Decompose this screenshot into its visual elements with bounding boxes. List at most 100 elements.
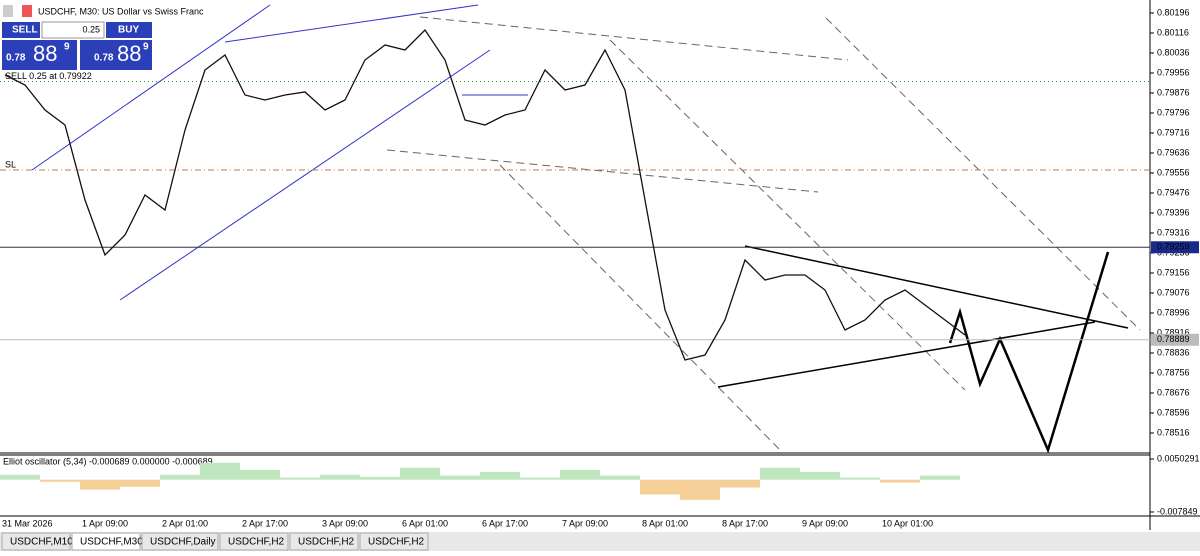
sell-button[interactable]	[2, 22, 40, 38]
sell-price-small: 0.78	[6, 53, 26, 64]
sell-label[interactable]: SELL	[12, 25, 38, 36]
tab[interactable]	[219, 532, 289, 551]
oscillator-bar	[280, 477, 320, 480]
oscillator-bar	[880, 479, 920, 483]
symbol-title: USDCHF, M30: US Dollar vs Swiss Franc	[38, 6, 204, 16]
x-tick-label: 1 Apr 09:00	[82, 518, 128, 528]
y-tick-label: 0.78916	[1157, 327, 1190, 337]
tab-label[interactable]: USDCHF,M30	[80, 537, 143, 548]
oscillator-bar	[0, 474, 40, 480]
bid-box	[1151, 241, 1199, 254]
x-tick-label: 2 Apr 17:00	[242, 518, 288, 528]
y-tick-label: 0.79396	[1157, 207, 1190, 217]
oscillator-bar	[200, 462, 240, 480]
oscillator-bar	[640, 479, 680, 495]
x-tick-label: 8 Apr 17:00	[722, 518, 768, 528]
y-tick-label: 0.78516	[1157, 427, 1190, 437]
y-tick-label: 0.79796	[1157, 107, 1190, 117]
y-tick-label: 0.79556	[1157, 167, 1190, 177]
tab[interactable]	[1, 532, 71, 551]
oscillator-bar	[400, 467, 440, 480]
sell-price-sup: 9	[64, 42, 70, 53]
y-tick-label: 0.80116	[1157, 27, 1189, 37]
oscillator-bar	[800, 471, 840, 480]
sell-price-box[interactable]	[2, 40, 77, 70]
x-tick-label: 6 Apr 01:00	[402, 518, 448, 528]
y-tick-label: 0.80036	[1157, 47, 1190, 57]
oscillator-bar	[480, 471, 520, 480]
oscillator-bar	[40, 479, 80, 482]
buy-price-small: 0.78	[94, 53, 114, 64]
oscillator-bar	[320, 474, 360, 480]
x-tick-label: 8 Apr 01:00	[642, 518, 688, 528]
oscillator-bar	[680, 479, 720, 500]
dashed-lines	[386, 16, 1141, 451]
oscillator-label: Elliot oscillator (5,34) -0.000689 0.000…	[3, 456, 213, 466]
oscillator-bar	[80, 479, 120, 490]
ask-label: 0.78889	[1157, 334, 1190, 344]
oscillator-bar	[600, 475, 640, 480]
lot-input[interactable]	[41, 21, 105, 39]
oscillator-bar	[760, 467, 800, 480]
y-tick-label: 0.79476	[1157, 187, 1190, 197]
y-tick-label: 0.79716	[1157, 127, 1190, 137]
y-tick-label: 0.79156	[1157, 267, 1190, 277]
buy-price-big: 88	[117, 41, 141, 66]
tab-label[interactable]: USDCHF,H2	[368, 537, 425, 548]
y-tick-label: 0.79636	[1157, 147, 1190, 157]
y-tick-label: 0.79076	[1157, 287, 1190, 297]
buy-price-sup: 9	[143, 42, 149, 53]
sell-price-big: 88	[33, 41, 57, 66]
tab-label[interactable]: USDCHF,H2	[298, 537, 355, 548]
oscillator-bar	[520, 477, 560, 480]
oscillator-bar	[360, 476, 400, 480]
y-tick-label: 0.78596	[1157, 407, 1190, 417]
y-tick-label: 0.79876	[1157, 87, 1190, 97]
y-tick-label: -0.007849	[1157, 506, 1198, 516]
x-tick-label: 2 Apr 01:00	[162, 518, 208, 528]
icon	[22, 5, 32, 17]
y-tick-label: 0.78996	[1157, 307, 1190, 317]
tab[interactable]	[289, 532, 359, 551]
x-tick-label: 10 Apr 01:00	[882, 518, 933, 528]
tab-label[interactable]: USDCHF,Daily	[150, 537, 216, 548]
price-line	[4, 28, 966, 361]
oscillator-bar	[920, 475, 960, 480]
ask-box	[1151, 333, 1199, 346]
icon	[3, 5, 13, 17]
lot-value[interactable]: 0.25	[82, 24, 100, 34]
oscillator-bar	[240, 469, 280, 480]
x-tick-label: 3 Apr 09:00	[322, 518, 368, 528]
triangle	[717, 245, 1129, 388]
tab-label[interactable]: USDCHF,H2	[228, 537, 285, 548]
sl-level-label: SL	[5, 159, 16, 169]
bid-label: 0.79259	[1157, 242, 1190, 252]
tab[interactable]	[141, 532, 219, 551]
y-tick-label: 0.79956	[1157, 67, 1190, 77]
oscillator-bar	[720, 479, 760, 488]
y-tick-label: 0.78676	[1157, 387, 1190, 397]
oscillator-bar	[160, 474, 200, 480]
tab[interactable]	[71, 532, 141, 551]
buy-button[interactable]	[106, 22, 152, 38]
y-tick-label: 0.78836	[1157, 347, 1190, 357]
y-tick-label: 0.78756	[1157, 367, 1190, 377]
x-tick-label: 31 Mar 2026	[2, 518, 53, 528]
x-tick-label: 9 Apr 09:00	[802, 518, 848, 528]
tab-label[interactable]: USDCHF,M10	[10, 537, 73, 548]
order-level-label: SELL 0.25 at 0.79922	[5, 71, 92, 81]
oscillator-bar	[120, 479, 160, 487]
projection-arrow	[948, 251, 1110, 454]
channel	[31, 4, 528, 301]
x-tick-label: 7 Apr 09:00	[562, 518, 608, 528]
oscillator-bar	[840, 477, 880, 480]
y-tick-label: 0.0050291	[1157, 453, 1200, 463]
oscillator-bar	[440, 475, 480, 480]
tab[interactable]	[359, 532, 429, 551]
buy-label[interactable]: BUY	[118, 25, 139, 36]
y-tick-label: 0.79316	[1157, 227, 1190, 237]
buy-price-box[interactable]	[80, 40, 152, 70]
oscillator-bar	[560, 469, 600, 480]
